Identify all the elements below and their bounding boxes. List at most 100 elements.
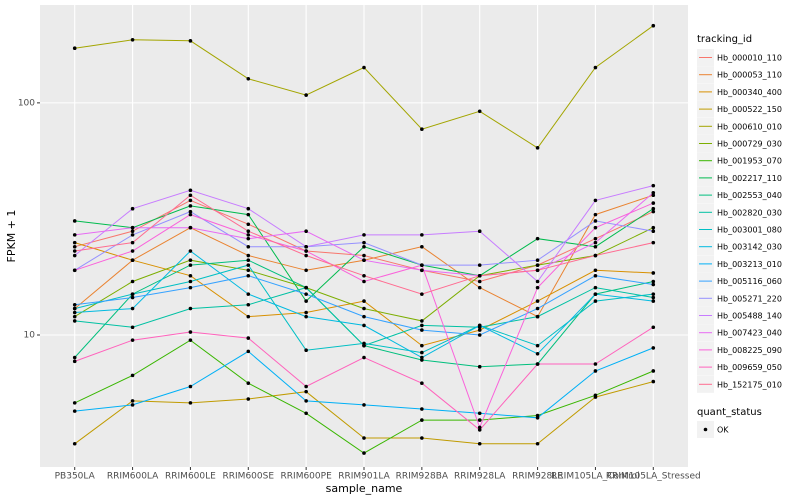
data-point (477, 323, 482, 328)
data-point (246, 381, 251, 385)
data-point (362, 65, 366, 70)
data-point (362, 279, 366, 284)
data-point (535, 441, 540, 446)
data-point (188, 225, 193, 230)
x-tick-label: RRIM105LA_Stressed (606, 472, 701, 482)
data-point (188, 209, 193, 214)
data-point (593, 299, 598, 303)
data-point (477, 418, 482, 422)
legend-label: Hb_001953_070 (717, 157, 782, 166)
data-point (535, 146, 540, 150)
data-point (72, 409, 77, 413)
data-point (304, 249, 308, 253)
data-point (651, 369, 656, 373)
x-tick-label: RRIM928LE (512, 472, 563, 482)
data-point (246, 76, 251, 81)
x-tick-label: RRIM105LA_Control (551, 472, 640, 482)
data-point (130, 295, 135, 300)
data-point (72, 314, 77, 319)
data-point (246, 349, 251, 354)
data-point (304, 93, 308, 97)
data-point (420, 263, 424, 267)
x-tick-label: RRIM600SE (223, 472, 275, 482)
data-point (304, 299, 308, 303)
data-point (246, 212, 251, 217)
data-point (651, 279, 656, 284)
data-point (535, 263, 540, 267)
data-point (72, 441, 77, 446)
data-point (593, 219, 598, 223)
data-point (651, 295, 656, 300)
data-point (535, 268, 540, 273)
data-point (535, 343, 540, 348)
x-tick-label: RRIM928BA (396, 472, 449, 482)
data-point (188, 198, 193, 203)
data-point (593, 244, 598, 249)
data-point (651, 271, 656, 275)
data-point (362, 306, 366, 311)
data-point (651, 209, 656, 214)
data-point (246, 253, 251, 258)
x-tick-label: RRIM600LE (165, 472, 216, 482)
data-point (651, 183, 656, 188)
data-point (130, 306, 135, 311)
data-point (188, 204, 193, 208)
legend-label: Hb_003213_010 (717, 260, 782, 269)
data-point (362, 273, 366, 278)
data-point (362, 436, 366, 440)
data-point (477, 425, 482, 430)
data-point (477, 109, 482, 114)
data-point (535, 351, 540, 356)
data-point (304, 285, 308, 290)
data-point (246, 314, 251, 319)
data-point (593, 393, 598, 398)
data-point (535, 415, 540, 420)
legend-label: Hb_000610_010 (717, 122, 782, 131)
data-point (535, 362, 540, 366)
data-point (535, 306, 540, 311)
data-point (362, 233, 366, 237)
status-legend-title: quant_status (697, 407, 762, 418)
data-point (188, 263, 193, 267)
data-point (651, 325, 656, 330)
x-tick-label: PB350LA (55, 472, 96, 482)
data-point (130, 225, 135, 230)
data-point (593, 225, 598, 230)
data-point (420, 350, 424, 355)
data-point (130, 399, 135, 403)
data-point (420, 381, 424, 385)
data-point (130, 229, 135, 234)
data-point (246, 268, 251, 273)
data-point (304, 348, 308, 353)
data-point (72, 268, 77, 273)
x-tick-label: RRIM600LA (107, 472, 159, 482)
data-point (420, 244, 424, 249)
data-point (651, 379, 656, 384)
data-point (477, 229, 482, 234)
data-point (651, 229, 656, 234)
data-point (420, 358, 424, 362)
legend-label: Hb_007423_040 (717, 329, 782, 338)
data-point (651, 299, 656, 303)
data-point (535, 299, 540, 303)
data-point (651, 193, 656, 198)
data-point (651, 201, 656, 205)
legend-label: Hb_002820_030 (717, 208, 782, 217)
data-point (304, 268, 308, 273)
data-point (304, 389, 308, 394)
y-tick-label: 10 (24, 331, 36, 341)
legend-label: Hb_002553_040 (717, 191, 782, 200)
data-point (72, 240, 77, 245)
legend-label: Hb_008225_090 (717, 346, 782, 355)
data-point (72, 219, 77, 223)
data-point (72, 233, 77, 237)
data-point (593, 253, 598, 258)
data-point (246, 336, 251, 340)
data-point (593, 369, 598, 373)
data-point (535, 314, 540, 319)
data-point (72, 355, 77, 360)
data-point (130, 258, 135, 263)
data-point (535, 258, 540, 263)
legend-label: Hb_003001_080 (717, 226, 782, 235)
data-point (420, 127, 424, 132)
